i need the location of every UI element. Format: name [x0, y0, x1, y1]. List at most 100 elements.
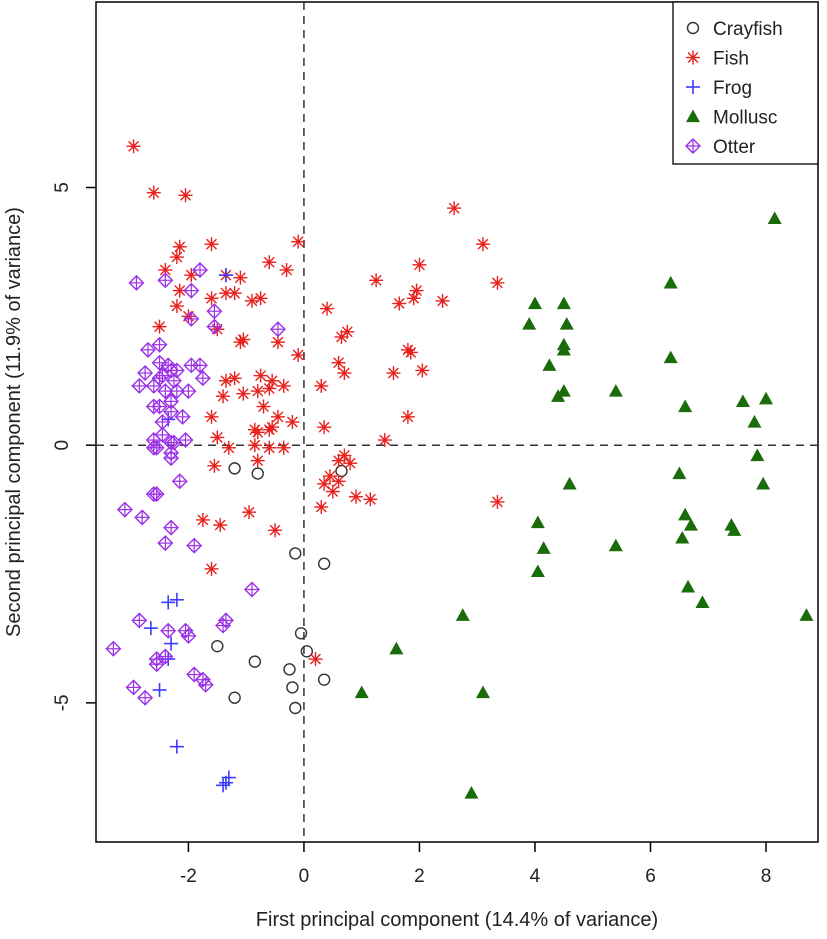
- point-fish: [392, 296, 407, 311]
- point-mollusc: [735, 394, 750, 407]
- point-fish: [348, 489, 363, 504]
- point-mollusc: [675, 530, 690, 544]
- point-fish: [256, 399, 271, 414]
- point-frog: [143, 621, 158, 636]
- point-fish: [218, 373, 233, 388]
- point-fish: [314, 500, 329, 515]
- point-otter: [157, 535, 174, 552]
- point-fish: [447, 201, 462, 216]
- point-fish: [490, 494, 505, 509]
- point-fish: [236, 386, 251, 401]
- point-crayfish: [317, 557, 331, 570]
- point-otter: [148, 439, 165, 456]
- point-otter: [128, 274, 145, 291]
- point-fish: [169, 299, 184, 314]
- point-crayfish: [283, 663, 296, 676]
- series-mollusc: [354, 211, 814, 799]
- point-fish: [334, 329, 349, 344]
- point-otter: [134, 509, 151, 526]
- point-fish: [250, 453, 265, 468]
- reference-lines: [96, 2, 818, 842]
- plot-frame: [95, 1, 819, 843]
- point-mollusc: [608, 538, 623, 552]
- point-fish: [322, 469, 337, 484]
- point-fish: [331, 453, 346, 468]
- point-otter: [163, 403, 180, 420]
- point-fish: [412, 257, 427, 272]
- point-mollusc: [389, 641, 404, 655]
- x-tick-label: 2: [414, 866, 425, 887]
- y-tick-label: 5: [52, 182, 73, 193]
- x-tick-label: 0: [299, 866, 310, 887]
- point-fish: [218, 286, 233, 301]
- axes: -2 0 2 4 6 8 -5 0 5: [52, 182, 771, 887]
- x-tick-label: -2: [180, 866, 197, 887]
- series-otter: [105, 261, 286, 706]
- point-fish: [270, 335, 285, 350]
- point-otter: [180, 627, 197, 644]
- legend-label-crayfish: Crayfish: [713, 19, 783, 40]
- x-tick-label: 8: [761, 866, 772, 887]
- point-otter: [157, 272, 174, 289]
- point-frog: [152, 682, 167, 697]
- point-frog: [161, 412, 176, 427]
- point-fish: [253, 368, 268, 383]
- point-fish: [377, 433, 392, 448]
- point-otter: [180, 383, 197, 400]
- point-fish: [181, 309, 196, 324]
- point-mollusc: [678, 399, 693, 413]
- point-fish: [325, 484, 340, 499]
- point-otter: [137, 365, 154, 382]
- point-frog: [216, 778, 231, 793]
- x-tick-label: 6: [645, 866, 656, 887]
- point-otter: [215, 617, 232, 634]
- point-mollusc: [522, 317, 537, 330]
- point-otter: [163, 519, 180, 536]
- point-otter: [125, 679, 142, 696]
- point-otter: [137, 689, 154, 706]
- point-otter: [139, 341, 156, 358]
- point-otter: [145, 377, 162, 394]
- point-mollusc: [354, 685, 369, 699]
- point-fish: [250, 425, 265, 440]
- point-mollusc: [530, 564, 545, 578]
- point-mollusc: [464, 786, 479, 799]
- point-crayfish: [228, 691, 241, 704]
- point-crayfish: [286, 681, 299, 694]
- point-fish: [152, 319, 167, 334]
- point-fish: [207, 458, 222, 473]
- point-crayfish: [251, 467, 264, 480]
- point-fish: [213, 518, 228, 533]
- point-fish: [250, 384, 265, 399]
- point-mollusc: [678, 507, 693, 521]
- point-fish: [415, 363, 430, 378]
- point-fish: [247, 438, 262, 453]
- point-fish: [172, 239, 187, 254]
- point-mollusc: [530, 515, 545, 529]
- x-tick-label: 4: [530, 866, 541, 887]
- point-otter: [116, 501, 133, 518]
- point-fish: [369, 273, 384, 288]
- y-axis-label: Second principal component (11.9% of var…: [3, 207, 25, 637]
- point-otter: [174, 408, 191, 425]
- point-fish: [262, 381, 277, 396]
- point-frog: [164, 636, 179, 651]
- point-otter: [105, 640, 122, 657]
- point-fish: [331, 474, 346, 489]
- point-mollusc: [695, 595, 710, 608]
- point-mollusc: [527, 296, 542, 310]
- point-fish: [262, 255, 277, 270]
- point-fish: [406, 291, 421, 306]
- legend-marker-frog: [686, 80, 700, 94]
- point-fish: [158, 262, 173, 277]
- point-otter: [145, 486, 162, 503]
- point-otter: [186, 666, 203, 683]
- point-mollusc: [556, 384, 571, 397]
- point-mollusc: [756, 476, 771, 490]
- point-otter: [151, 370, 168, 387]
- point-fish: [363, 492, 378, 507]
- point-otter: [183, 282, 200, 299]
- point-fish: [210, 430, 225, 445]
- point-otter: [160, 622, 177, 639]
